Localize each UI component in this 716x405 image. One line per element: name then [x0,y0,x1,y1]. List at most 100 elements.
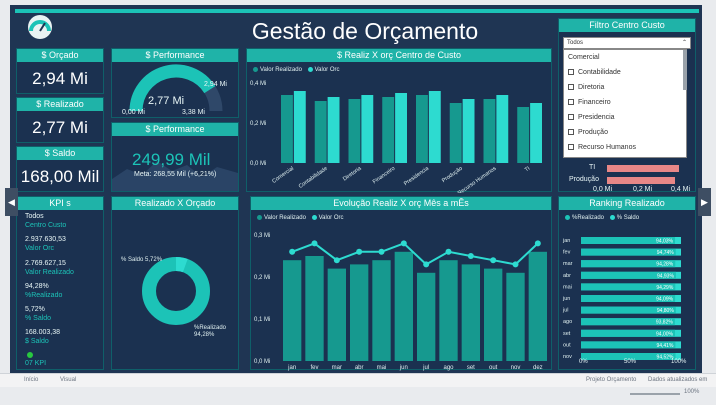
kpi-value: 94,28% [25,283,49,290]
y-tick-label: 0,1 Mi [254,317,270,323]
gauge-chart [129,64,223,112]
bar-realizado [439,260,458,361]
x-tick-label: jun [399,365,408,371]
y-tick-label: 0,3 Mi [254,233,270,239]
donut-label-saldo: % Saldo 5,72% [121,257,163,263]
bar-orc [428,91,441,163]
prev-page-button[interactable]: ◀ [5,188,18,216]
filter-option[interactable]: Comercial [568,54,600,61]
bar-realizado [528,251,547,361]
legend-item: % Saldo [616,215,640,222]
data-label: 94,41% [656,343,674,349]
gauge-min: 0,00 Mi [122,109,145,116]
y-tick-label: 0,2 Mi [254,275,270,281]
kpi-trend-area [112,161,238,191]
axis-tick: 50% [624,359,637,365]
gauge-max: 3,38 Mi [182,109,205,116]
bar-realizado [581,318,675,326]
zoom-slider[interactable] [630,393,680,395]
behind-label: Produção [569,176,599,183]
bar-realizado [350,264,369,361]
donut-panel: Realizado X Orçado % Saldo 5,72% %Realiz… [111,196,239,370]
x-tick-label: Presidencia [403,165,431,187]
point-orc [356,248,363,255]
bar-realizado [517,107,530,163]
checkbox[interactable] [568,144,574,151]
donut-label-realizado: %Realizado [194,325,227,331]
panel-title: $ Performance [112,49,238,62]
checkbox[interactable] [568,129,574,136]
line-orc [291,242,539,266]
filter-option[interactable]: Recurso Humanos [568,144,636,151]
top-accent-line [15,9,699,13]
bar-orc [361,95,374,163]
bar-realizado [305,256,324,361]
next-page-button[interactable]: ▶ [698,188,711,216]
y-tick-label: jul [562,308,569,314]
filter-dropdown[interactable]: Todos ⌃ [563,37,691,49]
card-value: 168,00 Mil [20,167,100,186]
bar-realizado [483,99,496,163]
card-realizado: $ Realizado 2,77 Mi [16,97,104,143]
filter-option[interactable]: Contabilidade [568,69,621,76]
checkbox[interactable] [568,84,574,91]
filter-option[interactable]: Diretoria [568,84,604,91]
point-orc [423,261,430,268]
kpi-label: % Saldo [25,315,52,322]
status-home[interactable]: Início [24,377,39,383]
x-tick-label: set [467,365,475,371]
bar-realizado [327,268,346,361]
kpi-value: 2.769.627,15 [25,260,66,267]
x-tick-label: jul [422,365,429,371]
x-tick-label: ago [443,365,454,371]
filter-option-label: Comercial [568,54,600,61]
filter-option-label: Financeiro [578,99,611,106]
filter-option[interactable]: Produção [568,129,608,136]
performance-gauge-panel: $ Performance 2,77 Mi 0,00 Mi 3,38 Mi 2,… [111,48,239,118]
legend-item: Valor Realizado [264,215,306,222]
status-updated: Dados atualizados em [648,377,708,383]
kpi-count: 07 KPI [25,360,47,367]
gauge-fill [129,64,216,112]
filter-option[interactable]: Presidencia [568,114,615,121]
filter-option-label: Diretoria [578,84,605,91]
filter-title: Filtro Centro Custo [559,19,695,32]
checkbox[interactable] [568,69,574,76]
data-label: 94,80% [657,308,675,314]
legend-item: Valor Orc [318,215,344,222]
kpi-label: $ Saldo [25,338,49,345]
status-visual[interactable]: Visual [60,377,77,383]
ranking-panel: Ranking Realizado %Realizado % Saldo jan… [558,196,696,370]
kpi-list-panel: KPI s Todos Centro Custo 2.937.630,53 Va… [16,196,104,370]
data-label: 94,28% [656,262,674,268]
bar-realizado [581,353,676,360]
point-orc [400,240,407,247]
bar-realizado [581,248,676,256]
status-bar: Início Visual Projeto Orçamento Dados at… [0,373,716,387]
kpi-value: 5,72% [25,306,45,313]
bar-realizado [417,272,436,361]
card-value: 2,77 Mi [32,118,88,137]
y-tick-label: 0,2 Mi [250,121,266,127]
bar-orc [293,91,306,163]
bar-realizado [314,101,327,163]
x-tick-label: Produção [441,166,464,184]
performance-kpi-panel: $ Performance 249,99 Mil Meta: 268,55 Mi… [111,122,239,192]
bar-realizado [581,295,676,302]
card-title: $ Orçado [17,49,103,62]
bar-orc [462,99,475,163]
chart-centro-custo-panel: $ Realiz X orç Centro de Custo Valor Rea… [246,48,552,193]
behind-axis-tick: 0,4 Mi [671,186,691,193]
behind-bar [607,177,675,184]
chevron-right-icon: ▶ [701,197,708,207]
x-tick-label: TI [524,165,532,173]
bar-realizado [461,264,480,361]
checkbox[interactable] [568,114,574,121]
filter-option[interactable]: Financeiro [568,99,611,106]
panel-title: KPI s [17,197,103,210]
dropdown-scrollbar[interactable] [683,50,687,90]
bar-orc [327,97,340,163]
y-tick-label: set [563,331,571,337]
chevron-up-icon: ⌃ [681,40,687,46]
checkbox[interactable] [568,99,574,106]
